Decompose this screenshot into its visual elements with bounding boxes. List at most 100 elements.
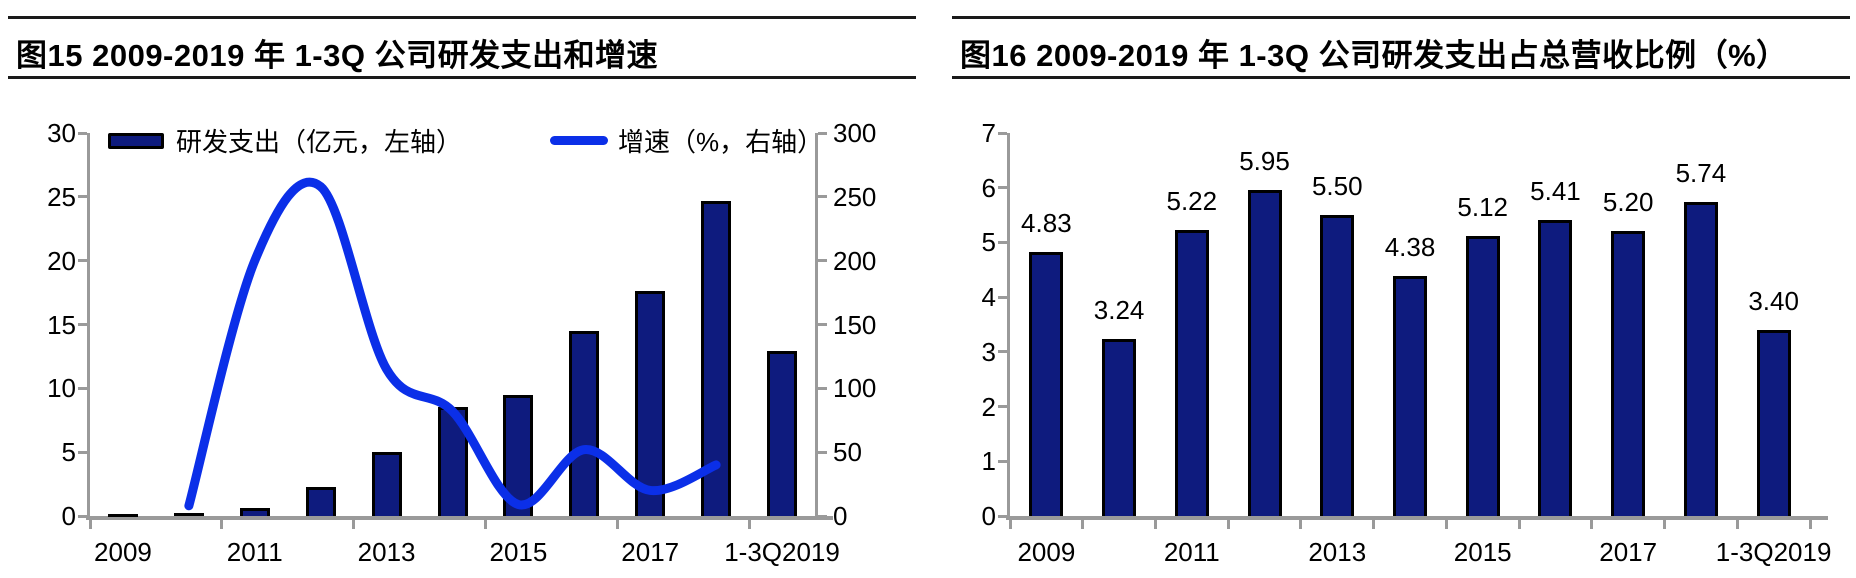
y-axis-label: 30 [47, 118, 76, 148]
x-axis-tick [1372, 520, 1376, 529]
x-axis-tick [1081, 520, 1085, 529]
y-axis-tick [998, 131, 1007, 135]
x-axis-label: 2009 [94, 537, 152, 567]
bar-2012 [305, 486, 336, 516]
y-axis-left [87, 133, 90, 520]
y-axis-label: 7 [981, 118, 996, 148]
x-axis-tick [747, 520, 751, 529]
y-axis-label: 1 [981, 446, 996, 477]
y-axis-label: 100 [833, 373, 877, 404]
growth-line [184, 177, 721, 511]
y-axis-label: 0 [833, 501, 848, 531]
bar-series-swatch [108, 132, 164, 149]
bar-2016 [1538, 219, 1573, 516]
fig16-bottom-rule [952, 76, 1850, 79]
fig15-bottom-rule [8, 76, 916, 79]
x-axis-tick [1008, 520, 1012, 529]
y-axis-label: 10 [47, 373, 76, 404]
x-axis [86, 516, 833, 520]
y-axis-label: 200 [833, 245, 877, 276]
x-axis-tick [1444, 520, 1448, 529]
x-axis-label: 2015 [489, 537, 548, 567]
x-axis-label: 2011 [1163, 537, 1220, 567]
data-label-2012: 5.95 [1239, 146, 1290, 177]
x-axis-tick [1517, 520, 1521, 529]
x-axis-label: 2011 [226, 537, 283, 567]
y-axis-right [815, 133, 818, 520]
x-axis-label: 2017 [621, 537, 680, 567]
y-axis [1007, 133, 1010, 520]
y-axis-tick [998, 514, 1007, 518]
x-axis-label: 2009 [1017, 537, 1076, 567]
x-axis [1006, 516, 1828, 520]
data-label-2009: 4.83 [1021, 207, 1072, 238]
y-axis-label: 20 [47, 245, 76, 276]
fig16-title: 图16 2009-2019 年 1-3Q 公司研发支出占总营收比例（%） [960, 38, 1788, 73]
data-label-2018: 5.74 [1675, 157, 1727, 188]
legend-item-rd-spend: 研发支出（亿元，左轴） [108, 122, 462, 159]
y-axis-tick [998, 295, 1007, 299]
bar-series-label: 研发支出（亿元，左轴） [176, 127, 463, 157]
y-axis-label: 5 [981, 227, 996, 258]
y-axis-tick [998, 240, 1007, 244]
bar-1-3Q2019 [1756, 329, 1791, 516]
y-axis-label: 2 [981, 391, 996, 422]
fig15-title: 图15 2009-2019 年 1-3Q 公司研发支出和增速 [16, 38, 659, 73]
bar-2009 [1029, 251, 1064, 516]
y-axis-label: 15 [47, 309, 76, 340]
y-axis-label: 4 [981, 282, 996, 313]
y-axis-tick [998, 186, 1007, 190]
bar-2016 [569, 330, 600, 516]
data-label-2015: 5.12 [1457, 191, 1509, 222]
x-axis-tick [1808, 520, 1812, 529]
line-series-swatch [550, 136, 609, 145]
fig16-top-rule [952, 16, 1850, 19]
y-axis-tick [78, 323, 87, 326]
bar-2010 [173, 513, 204, 517]
x-axis-tick [1299, 520, 1303, 529]
y-axis-tick [998, 405, 1007, 409]
fig15-top-rule [8, 16, 916, 19]
y-axis-tick [78, 514, 87, 518]
x-axis-label: 1-3Q2019 [724, 537, 840, 567]
bar-2009 [107, 514, 138, 517]
bar-2017 [1611, 231, 1646, 516]
data-label-2014: 4.38 [1384, 232, 1436, 263]
y-axis-tick [818, 131, 827, 135]
rd-spend-growth-chart: 研发支出（亿元，左轴） 增速（%，右轴） 0 5 10 15 20 25 30 0 50 100 1… [47, 118, 877, 567]
x-axis-label: 2015 [1453, 537, 1512, 567]
y-axis-label: 6 [981, 172, 996, 203]
y-axis-tick [78, 386, 87, 390]
chart1-legend: 研发支出（亿元，左轴） 增速（%，右轴） [108, 122, 823, 159]
y-axis-tick [78, 195, 87, 199]
bar-2017 [635, 291, 666, 516]
y-axis-label: 5 [61, 437, 76, 468]
bar-2018 [1683, 201, 1718, 516]
line-series-label: 增速（%，右轴） [618, 127, 824, 157]
y-axis-tick [818, 259, 827, 263]
y-axis-tick [818, 195, 827, 199]
bar-2013 [1320, 215, 1355, 516]
x-axis-tick [352, 520, 356, 529]
y-axis-tick [818, 323, 827, 326]
y-axis-tick [998, 459, 1007, 463]
y-axis-label: 50 [833, 437, 862, 468]
y-axis-label: 3 [981, 336, 996, 367]
y-axis-label: 300 [833, 118, 877, 148]
y-axis-label: 0 [61, 501, 76, 531]
data-label-2016: 5.41 [1530, 175, 1581, 206]
y-axis-tick [998, 350, 1007, 354]
bar-2014 [1393, 276, 1427, 516]
data-label-2013: 5.50 [1311, 171, 1363, 202]
x-axis-tick [1735, 520, 1739, 529]
x-axis-tick [1226, 520, 1230, 529]
data-label-2011: 5.22 [1166, 186, 1218, 217]
data-label-2017: 5.20 [1602, 187, 1654, 218]
x-axis-tick [483, 520, 487, 529]
growth-line-layer [184, 177, 721, 511]
bar-2015 [1465, 235, 1500, 516]
bar-2011 [1174, 230, 1209, 516]
x-axis-tick [88, 520, 92, 529]
x-axis-tick [1663, 520, 1667, 529]
